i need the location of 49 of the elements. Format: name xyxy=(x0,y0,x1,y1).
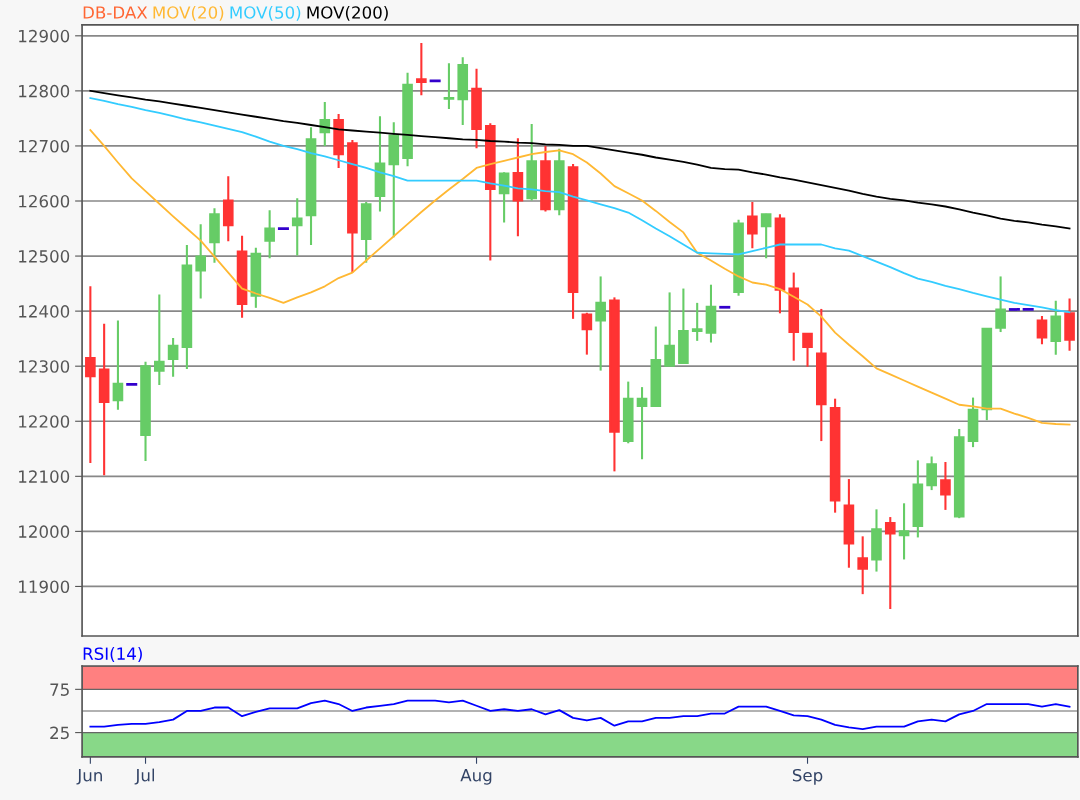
y-tick-label: 12200 xyxy=(19,415,70,428)
candlestick xyxy=(926,455,937,492)
candlestick xyxy=(195,223,206,300)
y-tick-label: 12600 xyxy=(19,194,70,208)
candlestick xyxy=(760,212,772,260)
candlestick xyxy=(154,293,165,386)
candlestick xyxy=(595,275,606,372)
candlestick xyxy=(443,62,455,111)
candlestick xyxy=(802,332,813,368)
text: RSI(14) xyxy=(83,647,142,662)
y-tick-label: 12800 xyxy=(19,84,70,98)
x-tick-label: Jun xyxy=(76,769,102,785)
x-tick-label: Jul xyxy=(134,768,155,785)
candlestick xyxy=(112,319,124,411)
line-series xyxy=(89,699,1071,731)
candlestick xyxy=(581,311,593,356)
text: MOV(200) xyxy=(307,5,388,21)
y-tick-label: 25 xyxy=(50,726,69,740)
candlestick xyxy=(884,516,896,611)
line-series xyxy=(89,129,1071,426)
candlestick xyxy=(291,197,303,257)
candlestick xyxy=(416,41,427,97)
y-tick-label: 75 xyxy=(50,683,69,696)
y-tick-label: 12700 xyxy=(19,139,70,153)
chart-title: DB-DAX xyxy=(83,6,148,19)
text: MOV(20) xyxy=(153,5,224,21)
candlestick xyxy=(264,209,275,260)
candlestick xyxy=(857,535,869,596)
y-tick-label: 12100 xyxy=(19,470,70,483)
candlestick xyxy=(85,285,96,465)
y-tick-label: 12300 xyxy=(19,360,70,373)
candlestick xyxy=(691,301,703,342)
y-tick-label: 12400 xyxy=(19,305,70,318)
candlestick xyxy=(1036,315,1048,346)
candlestick xyxy=(940,460,951,511)
x-tick-label: Aug xyxy=(460,769,492,785)
y-tick-label: 12900 xyxy=(19,29,70,43)
y-tick-label: 12500 xyxy=(19,250,70,263)
candlestick xyxy=(167,337,179,378)
x-tick-label: Sep xyxy=(792,768,823,785)
candlestick xyxy=(664,291,675,367)
text: MOV(50) xyxy=(230,5,301,21)
candlestick xyxy=(898,502,910,561)
y-tick-label: 11900 xyxy=(19,580,70,594)
candlestick xyxy=(747,201,758,250)
line-series xyxy=(89,89,1071,230)
candlestick xyxy=(636,386,648,461)
y-tick-label: 12000 xyxy=(19,525,70,538)
candlestick xyxy=(995,275,1006,334)
